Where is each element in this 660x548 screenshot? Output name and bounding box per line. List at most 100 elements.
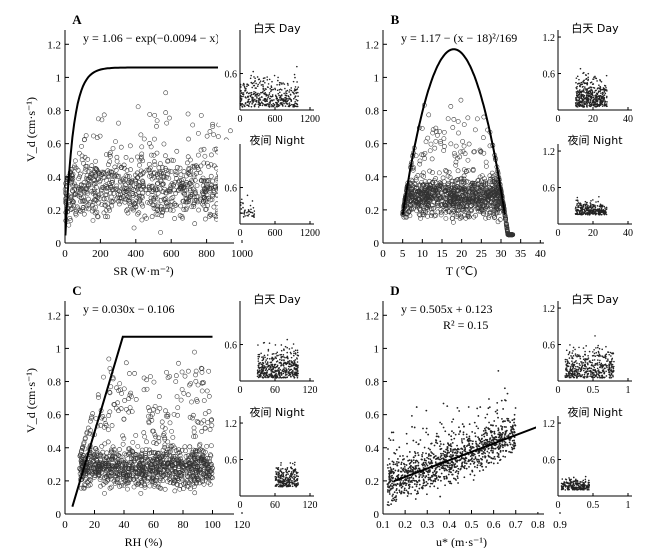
data-point bbox=[441, 148, 447, 153]
y-tick-label: 0 bbox=[56, 509, 62, 521]
inset-point bbox=[599, 87, 601, 90]
inset-point bbox=[278, 377, 280, 379]
inset-point bbox=[599, 85, 602, 88]
inset-point bbox=[276, 97, 279, 100]
inset-point bbox=[589, 206, 591, 209]
inset-point bbox=[286, 89, 289, 92]
inset-point bbox=[605, 86, 607, 89]
data-point bbox=[459, 214, 464, 220]
data-point bbox=[150, 189, 156, 195]
data-point bbox=[95, 214, 101, 220]
data-point bbox=[91, 187, 97, 192]
inset-point bbox=[280, 464, 282, 466]
data-point bbox=[479, 197, 485, 203]
inset-point bbox=[266, 354, 269, 356]
inset-point bbox=[594, 204, 596, 207]
data-point bbox=[192, 200, 197, 206]
data-point bbox=[115, 187, 121, 193]
data-point bbox=[135, 104, 141, 110]
data-point bbox=[439, 203, 444, 208]
inset-point bbox=[605, 96, 608, 99]
data-point bbox=[117, 447, 122, 452]
inset-point bbox=[246, 194, 249, 197]
data-point bbox=[421, 170, 426, 176]
inset-point bbox=[280, 374, 283, 376]
data-point bbox=[139, 151, 145, 157]
inset-point bbox=[290, 375, 292, 378]
data-point bbox=[475, 191, 481, 197]
inset-point bbox=[277, 99, 280, 101]
data-point bbox=[179, 387, 185, 392]
inset-point bbox=[251, 211, 254, 214]
data-point bbox=[204, 133, 210, 139]
data-point bbox=[73, 212, 79, 218]
data-point bbox=[120, 441, 126, 447]
data-point bbox=[181, 390, 187, 396]
data-point bbox=[441, 136, 447, 142]
data-point bbox=[185, 154, 191, 160]
inset-point bbox=[269, 97, 271, 100]
inset-point bbox=[586, 82, 589, 85]
data-point bbox=[152, 185, 158, 191]
inset-point bbox=[578, 78, 580, 81]
inset-point bbox=[262, 358, 265, 361]
data-point bbox=[422, 150, 428, 156]
data-point bbox=[107, 485, 113, 491]
data-point bbox=[151, 170, 157, 175]
data-point bbox=[159, 210, 165, 215]
x-tick-label: 5 bbox=[400, 248, 406, 260]
data-point bbox=[155, 190, 161, 196]
x-tick-label: 15 bbox=[437, 248, 449, 260]
inset-point bbox=[291, 467, 293, 470]
data-point bbox=[138, 186, 144, 192]
inset-point bbox=[576, 196, 579, 199]
data-point bbox=[82, 137, 87, 142]
x-tick-label: 100 bbox=[204, 519, 221, 531]
data-point bbox=[185, 392, 191, 398]
data-point bbox=[157, 161, 163, 166]
data-point bbox=[428, 213, 434, 218]
x-tick-label: 1000 bbox=[231, 248, 254, 260]
data-point bbox=[211, 204, 217, 210]
data-point bbox=[422, 190, 428, 195]
data-point bbox=[148, 144, 154, 150]
inset-point bbox=[247, 92, 250, 95]
inset-point bbox=[585, 94, 588, 97]
inset-point bbox=[283, 83, 286, 85]
inset-point bbox=[269, 102, 271, 104]
data-point bbox=[146, 183, 152, 189]
data-point bbox=[187, 172, 192, 178]
data-point bbox=[96, 192, 102, 198]
inset-point bbox=[576, 213, 578, 215]
inset-point bbox=[262, 90, 264, 93]
data-point bbox=[106, 413, 112, 418]
inset-point bbox=[279, 96, 282, 99]
inset-point bbox=[250, 105, 253, 108]
inset-point bbox=[285, 99, 287, 102]
data-point bbox=[433, 139, 439, 144]
inset-point bbox=[261, 376, 264, 379]
x-tick-label: 200 bbox=[92, 248, 109, 260]
data-point bbox=[455, 119, 461, 124]
data-point bbox=[486, 215, 491, 221]
data-point bbox=[474, 186, 480, 192]
inset-point bbox=[586, 201, 588, 204]
data-point bbox=[416, 199, 422, 205]
inset-point bbox=[605, 105, 608, 108]
inset-point bbox=[270, 86, 273, 89]
data-point bbox=[179, 369, 185, 375]
data-point bbox=[458, 207, 464, 213]
data-point bbox=[121, 162, 127, 168]
x-tick-label: 25 bbox=[476, 248, 488, 260]
data-point bbox=[195, 199, 200, 205]
inset-point bbox=[579, 100, 582, 103]
data-point bbox=[477, 147, 483, 153]
inset-point bbox=[599, 209, 601, 211]
data-point bbox=[478, 148, 484, 154]
data-point bbox=[75, 206, 81, 212]
inset-point bbox=[283, 359, 285, 362]
data-point bbox=[463, 204, 469, 210]
data-point bbox=[458, 97, 464, 103]
data-point bbox=[459, 176, 465, 181]
